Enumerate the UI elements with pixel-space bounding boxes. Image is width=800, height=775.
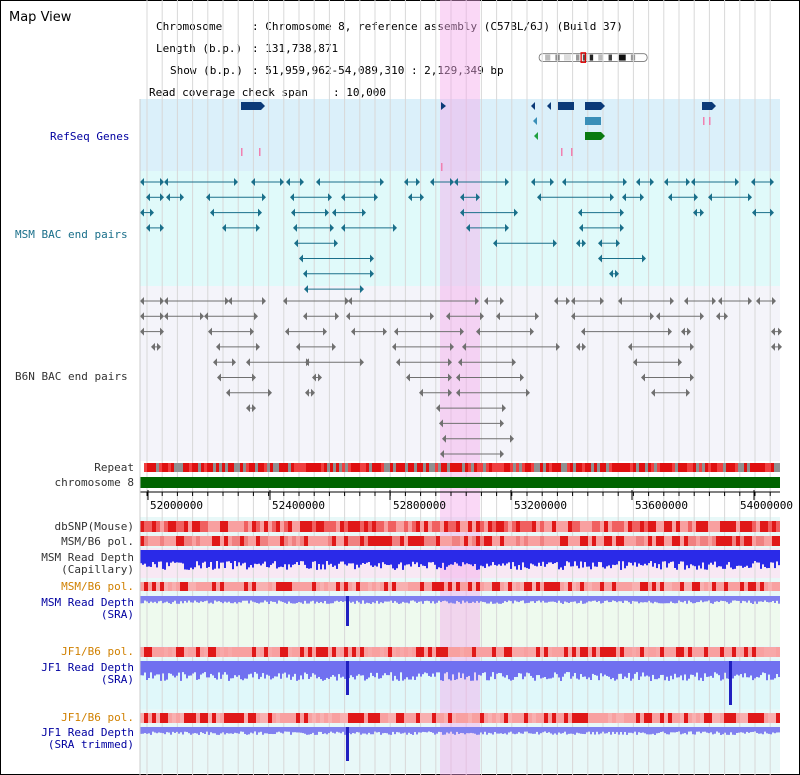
track-label-jf1-depth-sra[interactable]: JF1 Read Depth	[41, 661, 134, 674]
track-label-b6n-bac[interactable]: B6N BAC end pairs	[15, 370, 128, 383]
axis-tick-label: 52400000	[272, 499, 325, 512]
track-label-refseq[interactable]: RefSeq Genes	[50, 130, 130, 143]
refseq-track-bg	[140, 99, 780, 171]
highlight-region	[440, 0, 480, 775]
coverage-value: : 10,000	[333, 86, 386, 99]
repeat-track	[144, 463, 780, 472]
axis-tick-label: 52800000	[393, 499, 446, 512]
track-label-msm-depth-capillary-sub: (Capillary)	[61, 563, 134, 576]
axis-tick-label: 53600000	[635, 499, 688, 512]
axis-tick-label: 53200000	[514, 499, 567, 512]
track-label-msm-depth-sra-sub: (SRA)	[100, 608, 134, 621]
page-title: Map View	[9, 10, 72, 25]
track-label-repeat[interactable]: Repeat	[94, 461, 134, 474]
msm-bac-track-bg	[140, 171, 780, 286]
track-label-jf1-b6-pol-1[interactable]: JF1/B6 pol.	[61, 645, 134, 658]
track-label-msm-depth-capillary[interactable]: MSM Read Depth	[41, 551, 134, 564]
axis-tick-label: 54000000	[740, 499, 793, 512]
track-label-chromosome[interactable]: chromosome 8	[54, 476, 134, 489]
track-label-jf1-depth-trimmed[interactable]: JF1 Read Depth	[41, 726, 134, 739]
track-label-msm-bac[interactable]: MSM BAC end pairs	[15, 228, 128, 241]
msm-bac-end-pairs	[140, 178, 774, 294]
depth-tracks	[140, 550, 780, 761]
track-label-jf1-depth-sra-sub: (SRA)	[100, 673, 134, 686]
axis-tick-label: 52000000	[150, 499, 203, 512]
length-label: Length (b.p.)	[156, 42, 243, 55]
length-value: : 131,738,871	[252, 42, 339, 55]
refseq-genes	[241, 102, 716, 171]
track-label-jf1-b6-pol-2[interactable]: JF1/B6 pol.	[61, 711, 134, 724]
b6n-bac-end-pairs	[140, 297, 782, 458]
track-label-jf1-depth-trimmed-sub: (SRA trimmed)	[47, 738, 134, 751]
chromosome-ideogram[interactable]	[530, 52, 658, 64]
track-label-msm-b6-pol-2[interactable]: MSM/B6 pol.	[61, 580, 134, 593]
chromosome-label: Chromosome	[156, 20, 223, 33]
track-label-dbsnp[interactable]: dbSNP(Mouse)	[54, 520, 134, 533]
heat-tracks	[140, 521, 780, 723]
track-label-msm-b6-pol-1[interactable]: MSM/B6 pol.	[61, 535, 134, 548]
track-label-msm-depth-sra[interactable]: MSM Read Depth	[41, 596, 134, 609]
chromosome-bar	[140, 477, 780, 488]
